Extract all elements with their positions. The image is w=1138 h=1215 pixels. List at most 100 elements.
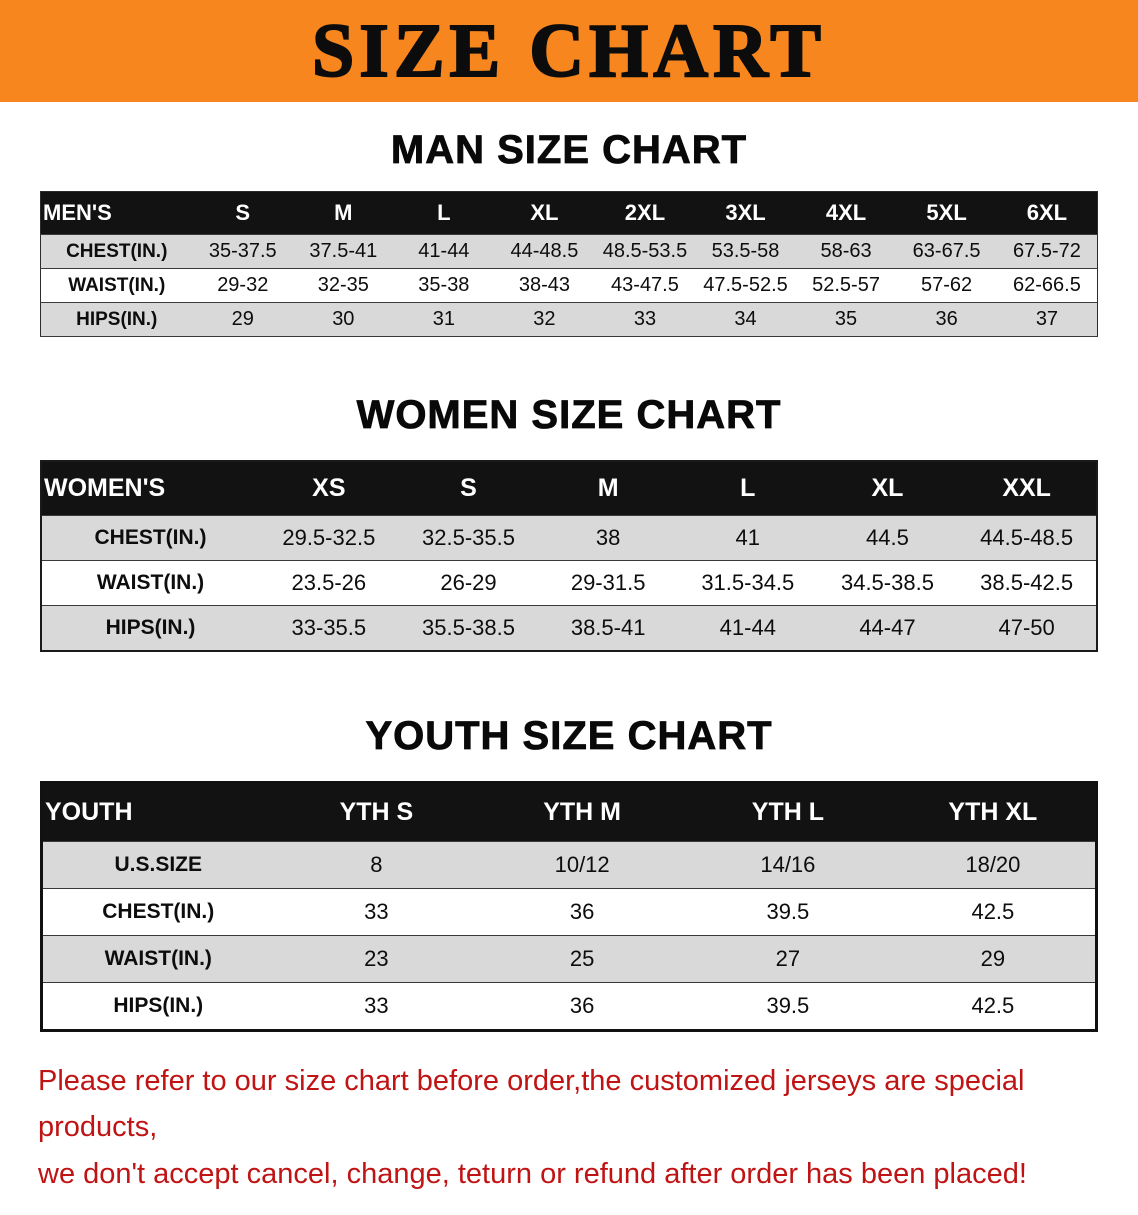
size-chart-banner: SIZE CHART (0, 0, 1138, 102)
size-value-cell: 39.5 (685, 982, 891, 1031)
table-header-row: YOUTH YTH S YTH M YTH L YTH XL (41, 782, 1097, 842)
men-section-heading: MAN SIZE CHART (390, 128, 748, 173)
table-row: HIPS(IN.) 29 30 31 32 33 34 35 36 37 (40, 302, 1098, 337)
size-value-cell: 44-48.5 (494, 234, 595, 269)
size-value-cell: 44.5 (817, 515, 958, 561)
size-value-cell: 29-31.5 (538, 560, 678, 606)
youth-size-table: YOUTH YTH S YTH M YTH L YTH XL U.S.SIZE 8 10/12… (40, 781, 1098, 1032)
size-column-header: 4XL (795, 191, 897, 235)
table-row: HIPS(IN.) 33 36 39.5 42.5 (41, 982, 1097, 1031)
size-value-cell: 47-50 (957, 605, 1097, 651)
row-label: HIPS(IN.) (40, 302, 193, 337)
size-column-header: 2XL (594, 191, 696, 235)
size-value-cell: 41 (677, 515, 818, 561)
size-value-cell: 53.5-58 (695, 234, 796, 269)
table-row: U.S.SIZE 8 10/12 14/16 18/20 (41, 841, 1097, 889)
men-size-section: MAN SIZE CHART MEN'S S M L XL 2XL 3XL 4XL 5XL 6XL… (0, 128, 1138, 337)
size-value-cell: 23 (273, 935, 480, 983)
size-column-header: 5XL (896, 191, 997, 235)
table-row: WAIST(IN.) 23.5-26 26-29 29-31.5 31.5-34.5 34… (41, 560, 1097, 606)
table-header-row: MEN'S S M L XL 2XL 3XL 4XL 5XL 6XL (40, 191, 1098, 235)
size-value-cell: 35 (795, 302, 897, 337)
size-value-cell: 39.5 (685, 888, 891, 936)
size-value-cell: 38.5-41 (538, 605, 678, 651)
size-column-header: M (293, 191, 394, 235)
size-column-header: XL (817, 461, 958, 516)
size-value-cell: 37.5-41 (293, 234, 394, 269)
size-value-cell: 34.5-38.5 (817, 560, 958, 606)
table-row: CHEST(IN.) 29.5-32.5 32.5-35.5 38 41 44.5 44.5… (41, 515, 1097, 561)
women-section-heading: WOMEN SIZE CHART (356, 393, 782, 438)
row-label: U.S.SIZE (41, 841, 274, 889)
size-value-cell: 30 (293, 302, 394, 337)
size-value-cell: 38.5-42.5 (957, 560, 1097, 606)
table-row: HIPS(IN.) 33-35.5 35.5-38.5 38.5-41 41-44 44-… (41, 605, 1097, 651)
disclaimer-line-1: Please refer to our size chart before or… (38, 1065, 1025, 1144)
size-value-cell: 33 (273, 888, 480, 936)
size-value-cell: 33 (594, 302, 696, 337)
size-column-header: XXL (957, 461, 1097, 516)
size-value-cell: 29.5-32.5 (259, 515, 399, 561)
row-label: HIPS(IN.) (41, 982, 274, 1031)
size-value-cell: 31.5-34.5 (677, 560, 818, 606)
row-label: WAIST(IN.) (41, 935, 274, 983)
size-column-header: M (538, 461, 678, 516)
size-value-cell: 41-44 (393, 234, 495, 269)
size-value-cell: 33-35.5 (259, 605, 399, 651)
size-column-header: 6XL (996, 191, 1098, 235)
youth-size-section: YOUTH SIZE CHART YOUTH YTH S YTH M YTH L YTH… (0, 714, 1138, 1032)
size-value-cell: 14/16 (685, 841, 891, 889)
size-value-cell: 36 (479, 982, 685, 1031)
size-value-cell: 34 (695, 302, 796, 337)
women-size-section: WOMEN SIZE CHART WOMEN'S XS S M L XL XXL CHEST(… (0, 393, 1138, 652)
size-value-cell: 18/20 (890, 841, 1097, 889)
row-label: CHEST(IN.) (40, 234, 193, 269)
size-value-cell: 63-67.5 (896, 234, 997, 269)
size-column-header: S (398, 461, 539, 516)
size-column-header: YTH XL (890, 782, 1097, 842)
size-value-cell: 10/12 (479, 841, 685, 889)
size-value-cell: 27 (685, 935, 891, 983)
disclaimer-line-2: we don't accept cancel, change, teturn o… (38, 1157, 1027, 1190)
size-value-cell: 38-43 (494, 268, 595, 303)
size-value-cell: 42.5 (890, 888, 1097, 936)
table-header-row: WOMEN'S XS S M L XL XXL (41, 461, 1097, 516)
size-value-cell: 29 (890, 935, 1097, 983)
size-value-cell: 35-38 (393, 268, 495, 303)
size-value-cell: 8 (273, 841, 480, 889)
size-column-header: L (677, 461, 818, 516)
size-value-cell: 36 (896, 302, 997, 337)
banner-title: SIZE CHART (311, 9, 826, 93)
size-value-cell: 35-37.5 (192, 234, 294, 269)
youth-section-heading: YOUTH SIZE CHART (365, 714, 773, 759)
table-row: WAIST(IN.) 29-32 32-35 35-38 38-43 43-47.5 47.… (40, 268, 1098, 303)
size-value-cell: 48.5-53.5 (594, 234, 696, 269)
size-column-header: S (192, 191, 294, 235)
size-column-header: 3XL (695, 191, 796, 235)
table-header-label: YOUTH (41, 782, 274, 842)
size-value-cell: 31 (393, 302, 495, 337)
table-header-label: WOMEN'S (41, 461, 259, 516)
size-value-cell: 25 (479, 935, 685, 983)
size-value-cell: 57-62 (896, 268, 997, 303)
table-header-label: MEN'S (40, 191, 193, 235)
row-label: CHEST(IN.) (41, 515, 259, 561)
size-value-cell: 44-47 (817, 605, 958, 651)
men-size-table: MEN'S S M L XL 2XL 3XL 4XL 5XL 6XL CHEST(IN.) 35-37… (40, 191, 1098, 337)
size-value-cell: 32.5-35.5 (398, 515, 539, 561)
size-value-cell: 42.5 (890, 982, 1097, 1031)
size-value-cell: 23.5-26 (259, 560, 399, 606)
size-value-cell: 47.5-52.5 (695, 268, 796, 303)
row-label: CHEST(IN.) (41, 888, 274, 936)
size-value-cell: 32-35 (293, 268, 394, 303)
size-value-cell: 36 (479, 888, 685, 936)
size-value-cell: 67.5-72 (996, 234, 1098, 269)
size-column-header: L (393, 191, 495, 235)
size-column-header: YTH M (479, 782, 685, 842)
row-label: WAIST(IN.) (41, 560, 259, 606)
size-value-cell: 41-44 (677, 605, 818, 651)
size-value-cell: 62-66.5 (996, 268, 1098, 303)
size-value-cell: 52.5-57 (795, 268, 897, 303)
table-row: WAIST(IN.) 23 25 27 29 (41, 935, 1097, 983)
size-value-cell: 32 (494, 302, 595, 337)
